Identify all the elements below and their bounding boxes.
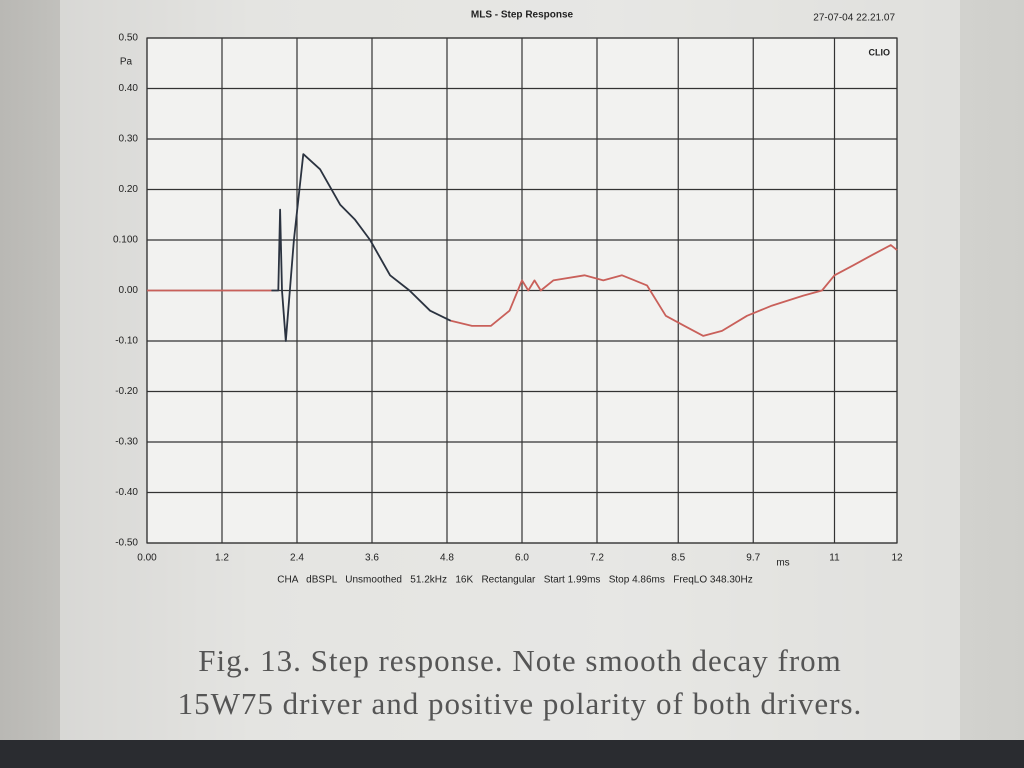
x-tick-label: 9.7 xyxy=(746,553,760,564)
data-line xyxy=(271,153,452,342)
x-tick-label: 7.2 xyxy=(590,553,604,564)
x-tick-label: 8.5 xyxy=(671,553,685,564)
x-axis-label: ms xyxy=(776,558,789,569)
y-tick-label: -0.50 xyxy=(115,538,138,549)
y-tick-label: 0.40 xyxy=(119,83,139,94)
y-tick-label: -0.30 xyxy=(115,437,138,448)
x-tick-label: 0.00 xyxy=(137,553,157,564)
x-tick-label: 6.0 xyxy=(515,553,529,564)
x-tick-label: 4.8 xyxy=(440,553,454,564)
x-tick-label: 11 xyxy=(829,553,840,564)
timestamp: 27-07-04 22.21.07 xyxy=(813,13,895,24)
chart-title: MLS - Step Response xyxy=(471,10,574,21)
y-tick-label: -0.40 xyxy=(115,487,138,498)
y-tick-label: -0.10 xyxy=(115,336,138,347)
photo-edge xyxy=(0,740,1024,768)
y-axis-label: Pa xyxy=(120,57,133,68)
x-tick-label: 3.6 xyxy=(365,553,379,564)
y-tick-label: -0.20 xyxy=(115,386,138,397)
y-tick-label: 0.00 xyxy=(119,285,139,296)
y-tick-label: 0.20 xyxy=(119,184,139,195)
footer: CHA dBSPL Unsmoothed 51.2kHz 16K Rectang… xyxy=(277,575,752,586)
y-tick-label: 0.50 xyxy=(119,33,139,44)
caption-line: 15W75 driver and positive polarity of bo… xyxy=(178,686,863,721)
x-tick-label: 2.4 xyxy=(290,553,304,564)
data-line xyxy=(147,244,898,337)
x-tick-label: 1.2 xyxy=(215,553,229,564)
y-tick-label: 0.30 xyxy=(119,134,139,145)
caption-line: Fig. 13. Step response. Note smooth deca… xyxy=(198,643,842,678)
y-tick-label: 0.100 xyxy=(113,235,138,246)
x-tick-label: 12 xyxy=(891,553,903,564)
brand: CLIO xyxy=(869,47,891,57)
